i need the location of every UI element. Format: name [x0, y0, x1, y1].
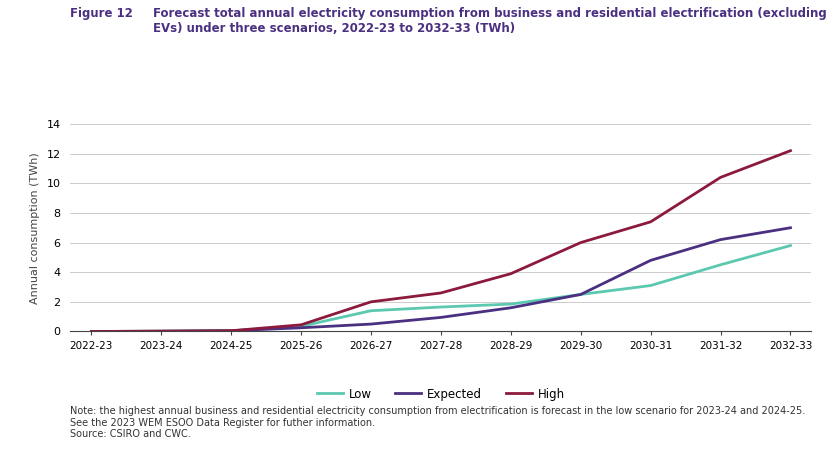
Y-axis label: Annual consumption (TWh): Annual consumption (TWh)	[30, 152, 40, 304]
Low	[226, 328, 236, 333]
Line: High: High	[91, 151, 790, 331]
Low	[645, 283, 655, 288]
High	[435, 290, 445, 296]
Text: Figure 12: Figure 12	[70, 7, 133, 20]
Expected	[366, 322, 375, 327]
Expected	[575, 292, 585, 297]
High	[86, 329, 96, 334]
Low	[86, 329, 96, 334]
Text: Forecast total annual electricity consumption from business and residential elec: Forecast total annual electricity consum…	[153, 7, 826, 35]
Low	[785, 243, 795, 248]
Low	[715, 262, 724, 267]
High	[645, 219, 655, 225]
Expected	[156, 328, 166, 334]
Expected	[226, 328, 236, 333]
Expected	[296, 325, 306, 331]
Low	[156, 328, 166, 334]
High	[226, 328, 236, 333]
Expected	[715, 237, 724, 242]
Low	[505, 301, 515, 307]
Low	[366, 308, 375, 313]
Low	[575, 292, 585, 297]
High	[296, 322, 306, 327]
Expected	[785, 225, 795, 230]
Expected	[645, 258, 655, 263]
Line: Expected: Expected	[91, 228, 790, 331]
Expected	[505, 305, 515, 310]
High	[156, 328, 166, 334]
Expected	[435, 315, 445, 320]
High	[505, 271, 515, 276]
Low	[435, 304, 445, 310]
Line: Low: Low	[91, 245, 790, 331]
Expected	[86, 329, 96, 334]
High	[785, 148, 795, 153]
High	[715, 175, 724, 180]
Legend: Low, Expected, High: Low, Expected, High	[312, 383, 569, 405]
Text: Note: the highest annual business and residential electricity consumption from e: Note: the highest annual business and re…	[70, 406, 805, 439]
High	[575, 240, 585, 245]
Low	[296, 324, 306, 329]
High	[366, 299, 375, 304]
